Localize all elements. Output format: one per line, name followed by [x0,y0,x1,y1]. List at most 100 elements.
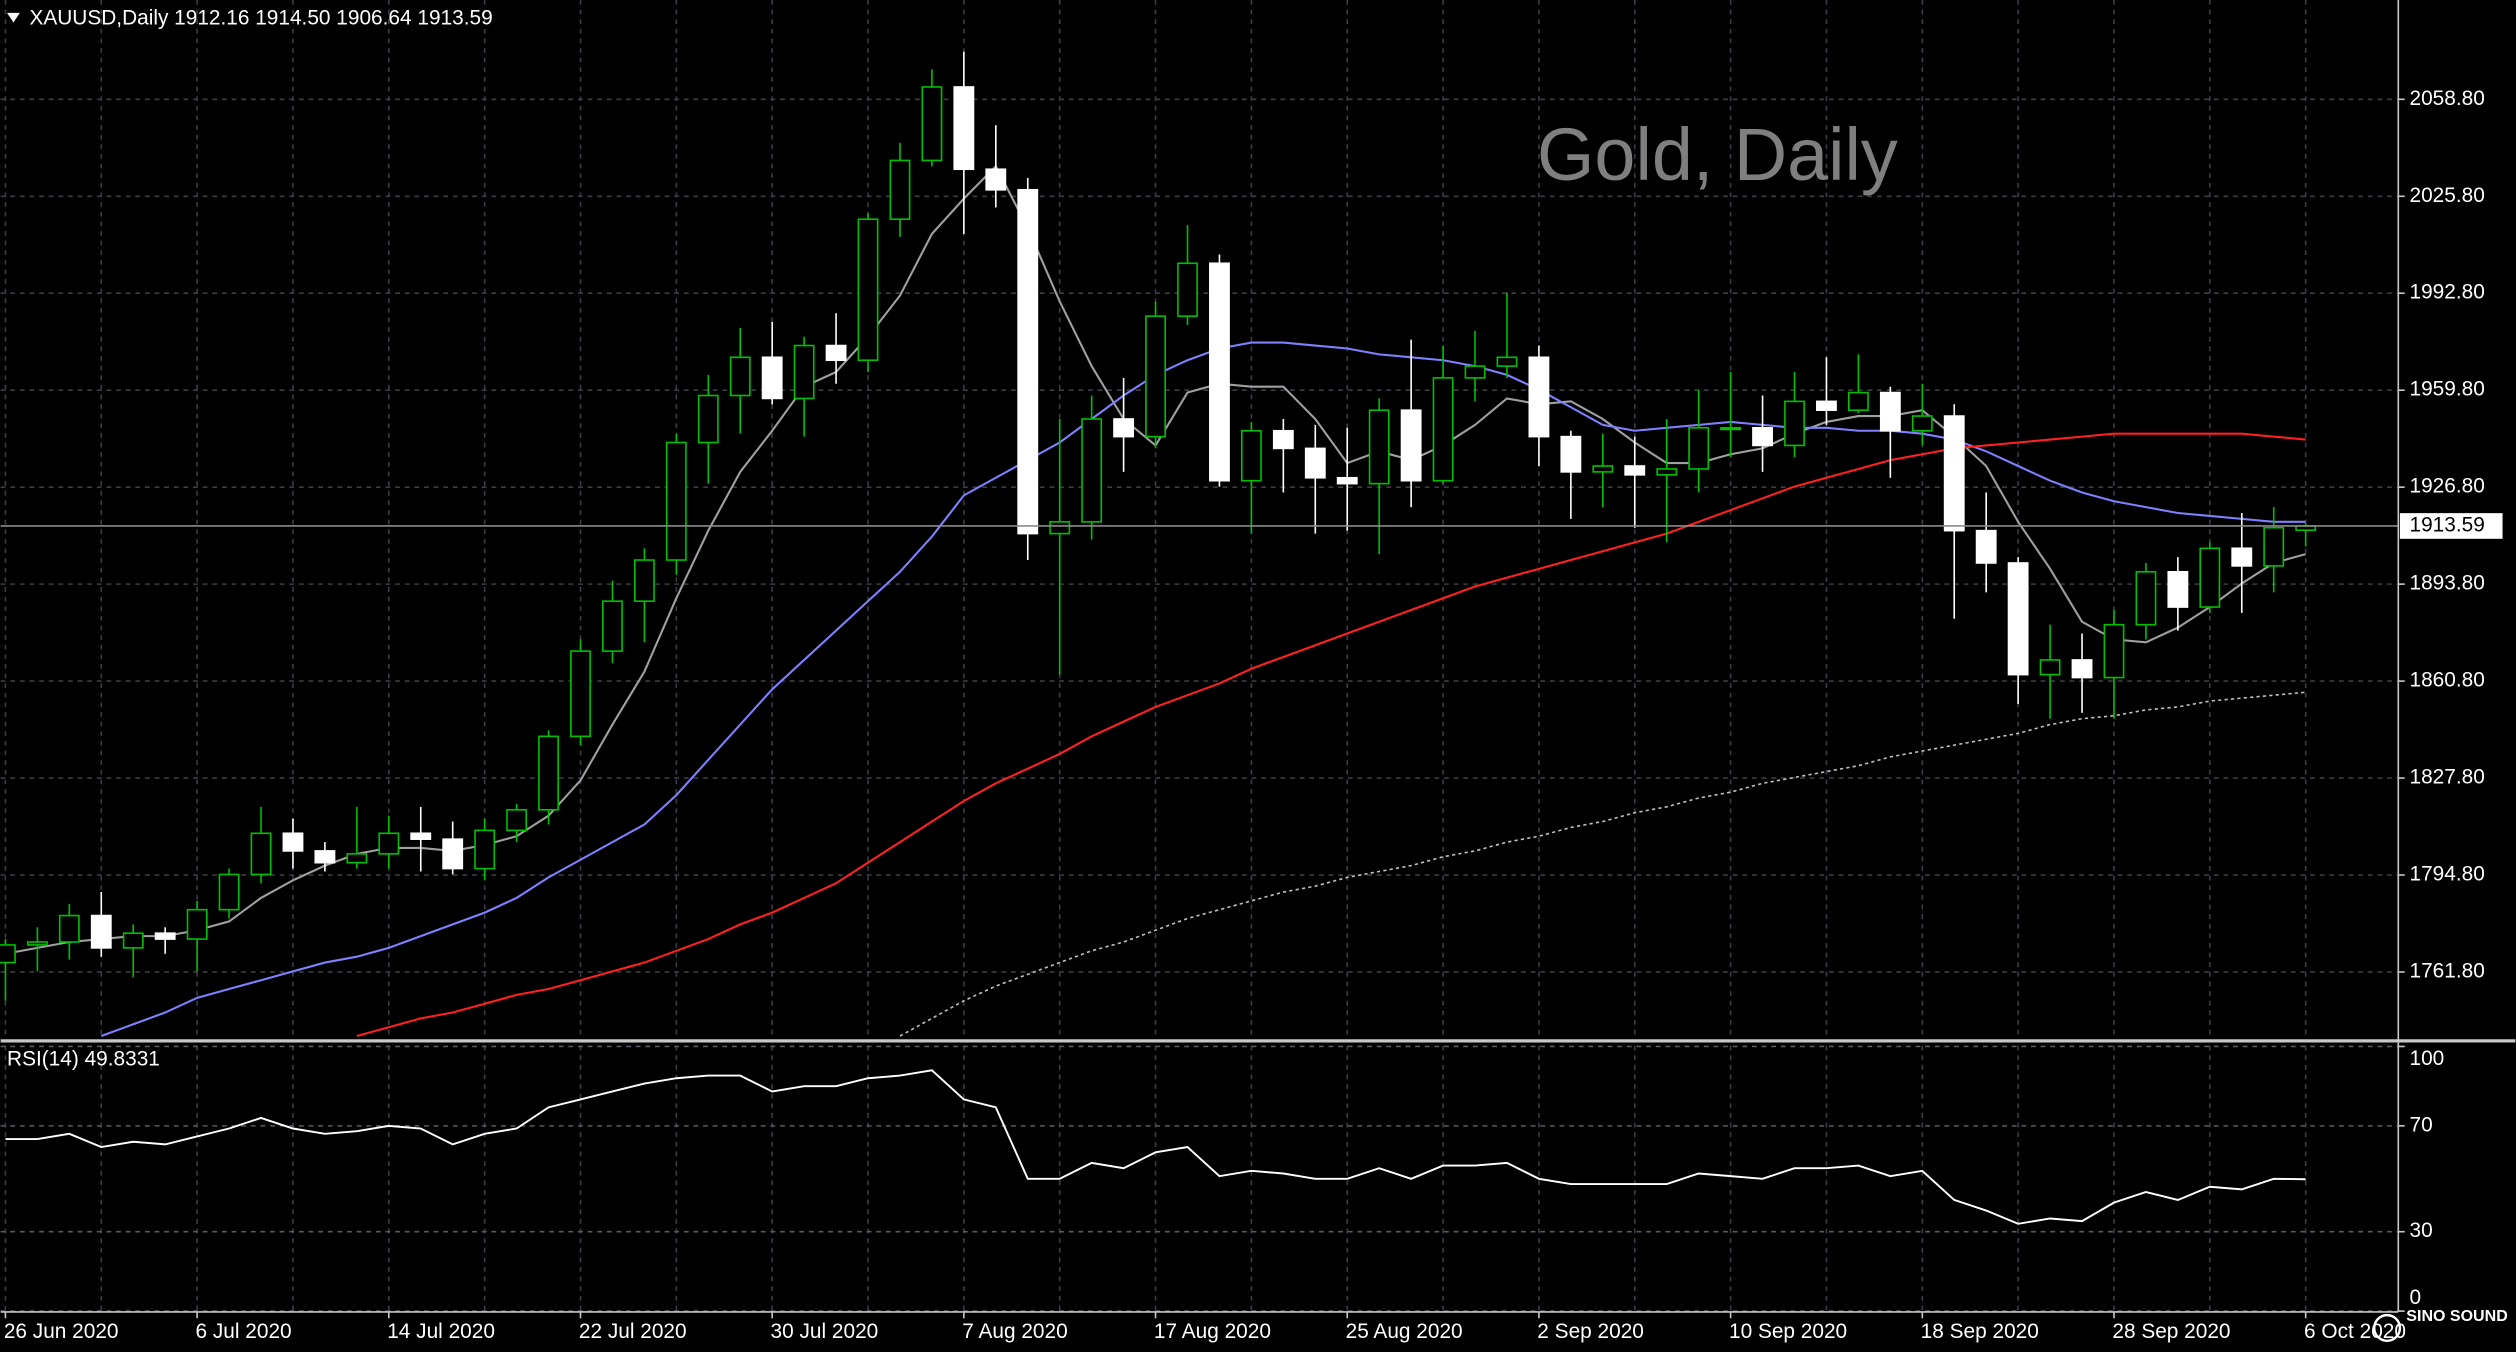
candle-body [442,838,464,870]
marks [0,51,2399,1225]
candle-body [1496,356,1518,367]
candle-body [1720,427,1742,431]
logo-text: SINO SOUND [2406,1307,2507,1325]
x-tick-label: 25 Aug 2020 [1346,1320,1463,1343]
candle-body [1272,429,1294,450]
y-tick-label: 70 [2410,1113,2433,1136]
candle-body [2071,659,2093,679]
y-tick-label: 2058.80 [2410,87,2485,110]
candle-body [1081,418,1103,523]
candle-body [122,932,144,949]
candle-body [1432,377,1454,482]
candle-body [474,829,496,870]
candle-body [1400,409,1422,482]
candle-body [2199,547,2221,608]
candle-body [1816,400,1837,411]
candle-body [697,394,719,444]
candle-body [985,168,1007,191]
logo-icon [2373,1313,2402,1342]
candle-body [1847,391,1869,411]
candle-body [729,356,751,397]
candle-body [1560,435,1582,473]
candle-body [921,86,943,162]
candle-body [953,86,975,171]
candle-body [1943,415,1965,532]
candle-body [1049,521,1071,535]
candle-body [1240,429,1262,482]
candle-body [857,218,879,362]
x-tick-label: 7 Aug 2020 [962,1320,1067,1343]
candle-body [2167,570,2189,608]
candle-body [2103,623,2125,679]
x-tick-label: 10 Sep 2020 [1729,1320,1847,1343]
candle-body [1688,427,1710,470]
candle-body [1177,262,1198,317]
rsi-line [5,1069,2306,1225]
candle-body [2135,570,2157,626]
candle-body [58,914,80,943]
candle-body [1784,400,1805,447]
candle-body [633,559,655,602]
candle-body [346,853,368,864]
x-tick-label: 28 Sep 2020 [2112,1320,2230,1343]
candle-body [538,735,559,811]
chart-header: XAUUSD,Daily 1912.16 1914.50 1906.64 191… [29,7,492,30]
x-tick-label: 22 Jul 2020 [579,1320,687,1343]
candle-body [1304,447,1326,479]
candle-body [1752,427,1773,447]
candle-body [2263,526,2285,567]
y-tick-label: 1959.80 [2410,378,2485,401]
candle-body [1209,262,1230,482]
candle-body [1592,465,1614,473]
y-tick-label: 100 [2410,1047,2445,1070]
y-tick-label: 1794.80 [2410,863,2485,886]
x-tick-label: 17 Aug 2020 [1154,1320,1271,1343]
candle-body [1975,529,1997,564]
y-tick-label: 2025.80 [2410,184,2485,207]
candle-body [282,832,304,852]
x-tick-label: 6 Jul 2020 [196,1320,292,1343]
candle-body [665,441,687,561]
candle-body [1464,365,1486,379]
candle-body [1113,418,1135,438]
candle-body [1624,465,1646,476]
candle-body [1528,356,1550,438]
candle-body [186,908,208,940]
x-tick-label: 14 Jul 2020 [387,1320,495,1343]
candle-body [1145,315,1166,438]
candle-body [2231,547,2253,567]
candle-body [1336,476,1358,485]
candle-body [250,832,272,876]
candle-body [2039,659,2061,676]
candle-body [410,832,432,840]
menu-triangle[interactable] [7,12,20,23]
x-tick-label: 18 Sep 2020 [1921,1320,2039,1343]
candle-body [1879,391,1901,432]
rsi-title: RSI(14) 49.8331 [7,1048,160,1071]
y-tick-label: 30 [2410,1219,2433,1242]
candle-body [570,650,591,738]
candle-body [378,832,400,855]
x-tick-label: 2 Sep 2020 [1537,1320,1644,1343]
moving-average [100,341,2306,1037]
last-price-box [2399,513,2503,539]
moving-average [899,691,2306,1037]
y-tick-label: 1992.80 [2410,281,2485,304]
watermark: Gold, Daily [1537,113,1898,196]
moving-average [356,432,2306,1038]
candle-body [1656,468,1678,476]
last-price-label: 1913.59 [2410,513,2485,536]
candle-body [825,344,847,362]
candle-body [506,808,528,832]
candle-body [90,914,112,949]
candle-body [218,873,240,911]
x-tick-label: 6 Oct 2020 [2304,1320,2406,1343]
candle-body [1911,415,1933,432]
candle-body [2007,562,2029,676]
y-tick-label: 1860.80 [2410,669,2485,692]
candle-body [793,344,815,400]
y-tick-label: 0 [2410,1286,2422,1309]
